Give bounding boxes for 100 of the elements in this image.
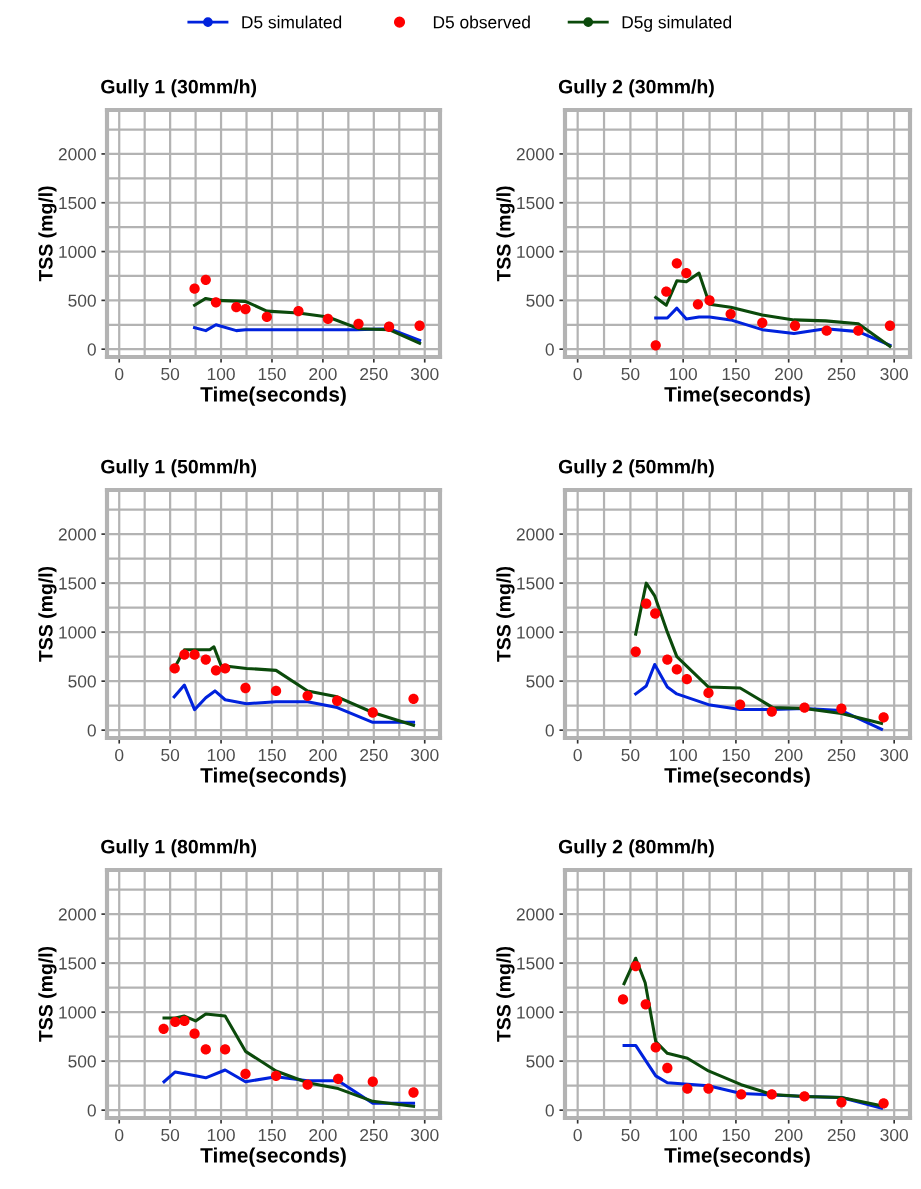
point (725, 308, 736, 320)
chart-title: Gully 2 (80mm/h) (558, 839, 714, 858)
y-tick-label: 0 (87, 1104, 96, 1117)
chart-title: Gully 2 (50mm/h) (558, 459, 714, 478)
point (408, 693, 419, 704)
x-axis-title: Time(seconds) (200, 1147, 346, 1167)
x-tick-label: 250 (360, 748, 388, 762)
point (240, 682, 251, 694)
point (799, 1091, 810, 1102)
point (703, 1083, 714, 1094)
y-tick-label: 500 (526, 294, 554, 307)
point (878, 712, 889, 723)
y-tick-label: 1000 (517, 1006, 554, 1019)
y-axis-title: TSS (mg/l) (38, 566, 57, 662)
point (878, 1098, 889, 1109)
y-tick-label: 0 (545, 343, 554, 356)
x-axis-title: Time(seconds) (200, 767, 346, 787)
point (179, 1015, 190, 1027)
point (333, 1073, 344, 1084)
y-tick-label: 0 (87, 724, 96, 737)
y-tick-label: 1000 (59, 626, 96, 639)
point (414, 320, 425, 331)
y-axis-title: TSS (mg/l) (38, 946, 57, 1042)
y-tick-label: 1500 (59, 196, 96, 210)
legend-label: D5 simulated (242, 15, 342, 29)
y-tick-label: 2000 (58, 528, 96, 541)
y-tick-label: 1500 (517, 196, 554, 210)
point (641, 598, 652, 609)
x-tick-label: 0 (573, 367, 582, 381)
chart-title: Gully 1 (30mm/h) (101, 79, 257, 98)
x-tick-label: 150 (722, 748, 750, 762)
x-axis-title: Time(seconds) (200, 386, 346, 406)
point (210, 297, 222, 308)
point (789, 320, 801, 331)
point (650, 1042, 661, 1053)
chart-title: Gully 1 (50mm/h) (101, 459, 257, 478)
x-tick-label: 100 (207, 1128, 235, 1142)
point (200, 274, 211, 286)
point (704, 295, 715, 306)
y-tick-label: 500 (526, 1055, 554, 1068)
y-tick-label: 2000 (516, 908, 554, 921)
point (169, 663, 180, 674)
y-tick-label: 1000 (517, 626, 554, 639)
point (630, 960, 641, 972)
x-tick-label: 150 (722, 1128, 750, 1142)
point (692, 299, 704, 310)
x-tick-label: 300 (880, 1128, 908, 1142)
point (734, 699, 746, 710)
x-tick-label: 200 (775, 367, 803, 381)
point (671, 664, 682, 675)
chart-title: Gully 1 (80mm/h) (101, 839, 257, 858)
y-tick-label: 2000 (58, 148, 96, 161)
point (766, 706, 777, 717)
point (332, 695, 343, 706)
chart-title: Gully 2 (30mm/h) (558, 79, 714, 98)
point (757, 317, 768, 328)
y-tick-label: 1500 (517, 957, 554, 970)
y-tick-label: 2000 (516, 528, 554, 541)
y-tick-label: 1500 (517, 577, 554, 590)
x-tick-label: 100 (670, 367, 697, 381)
point (189, 283, 200, 294)
x-tick-label: 50 (621, 1128, 640, 1142)
x-tick-label: 300 (410, 367, 439, 381)
x-tick-label: 150 (258, 748, 286, 762)
point (158, 1023, 169, 1034)
point (766, 1089, 777, 1100)
x-tick-label: 50 (161, 748, 180, 762)
line-series (654, 306, 892, 347)
point (703, 687, 714, 699)
y-tick-label: 0 (545, 1104, 554, 1117)
point (367, 707, 378, 718)
x-tick-label: 200 (775, 1128, 803, 1142)
x-tick-label: 200 (309, 748, 337, 762)
point (189, 1028, 200, 1039)
x-tick-label: 0 (115, 748, 124, 762)
point (662, 654, 673, 665)
x-tick-label: 250 (360, 367, 388, 381)
y-tick-label: 2000 (58, 908, 96, 921)
x-tick-label: 0 (115, 367, 124, 381)
point (219, 663, 231, 674)
point (617, 994, 629, 1005)
line-series (654, 271, 892, 348)
point (367, 1076, 378, 1087)
x-tick-label: 200 (309, 367, 337, 381)
x-tick-label: 250 (827, 367, 856, 381)
x-tick-label: 200 (775, 748, 803, 762)
x-axis-title: Time(seconds) (664, 1147, 810, 1167)
point (219, 1044, 231, 1055)
x-axis-title: Time(seconds) (664, 767, 810, 787)
y-tick-label: 2000 (516, 148, 554, 161)
point (240, 1068, 251, 1080)
point (322, 313, 334, 325)
point (682, 1083, 693, 1094)
point (261, 311, 273, 323)
y-axis-title: TSS (mg/l) (496, 566, 515, 662)
point (736, 1089, 747, 1100)
x-tick-label: 250 (360, 1128, 388, 1142)
y-axis-title: TSS (mg/l) (38, 186, 57, 282)
x-tick-label: 100 (670, 748, 697, 762)
point (630, 646, 641, 657)
